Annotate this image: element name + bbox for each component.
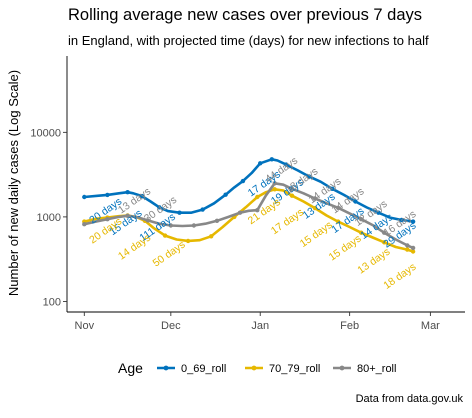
halving-time-label: 15 days [298,219,335,250]
y-tick-label: 100 [43,296,61,308]
series-point [405,243,409,247]
y-tick-label: 10000 [30,127,61,139]
halving-time-label: 18 days [381,261,418,292]
series-point [270,157,274,161]
legend-title: Age [118,360,143,376]
legend-swatch-point [252,366,257,371]
legend: Age 0_69_roll 70_79_roll 80+_roll [118,360,396,376]
series-point [177,211,181,215]
series-point [192,223,196,227]
x-ticks: Nov Dec Jan Feb Mar [75,312,441,332]
series-point [405,247,409,251]
legend-swatch-point [164,366,169,371]
series-point [258,161,262,165]
x-tick-label: Jan [251,320,269,332]
legend-items: 0_69_roll 70_79_roll 80+_roll [157,363,396,375]
series-point [200,207,204,211]
legend-swatch-point [340,366,345,371]
chart-subtitle: in England, with projected time (days) f… [68,33,429,48]
series-point [163,233,167,237]
x-tick-label: Dec [161,320,181,332]
series-point [186,239,190,243]
halving-time-label: 13 days [355,246,392,277]
legend-label: 0_69_roll [181,363,226,375]
x-tick-label: Mar [421,320,440,332]
legend-label: 80+_roll [357,363,396,375]
series-point [125,190,129,194]
x-tick-label: Feb [340,320,359,332]
x-tick-label: Nov [75,320,95,332]
series-point [411,246,415,250]
series-point [238,211,242,215]
series-point [273,187,277,191]
y-ticks: 100 1000 10000 [30,127,67,308]
caption: Data from data.gov.uk [356,393,464,405]
halving-time-label: 14 days [116,232,153,263]
series-point [105,193,109,197]
legend-label: 70_79_roll [269,363,320,375]
y-axis-title: Number of new daily cases (Log Scale) [6,70,21,296]
chart-title: Rolling average new cases over previous … [68,6,422,24]
series-point [215,219,219,223]
series-point [82,222,86,226]
halving-time-label: 50 days [151,239,188,270]
series-point [82,195,86,199]
series-point [223,193,227,197]
halving-time-label: 15 days [327,233,364,264]
series-point [209,234,213,238]
series-point [241,179,245,183]
y-tick-label: 1000 [37,212,61,224]
